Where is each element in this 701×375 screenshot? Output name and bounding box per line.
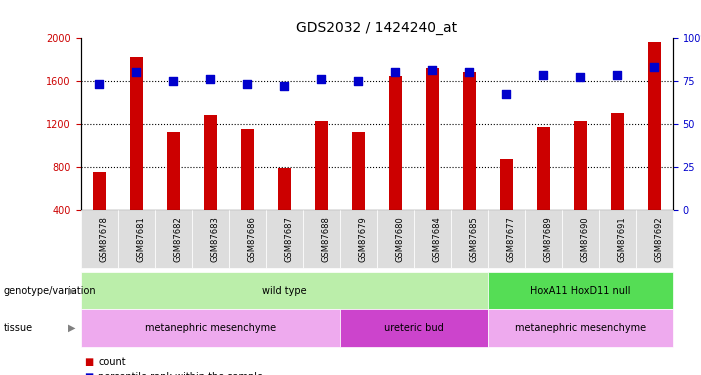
Bar <box>93 172 106 210</box>
Bar <box>426 68 439 210</box>
Text: metanephric mesenchyme: metanephric mesenchyme <box>144 323 275 333</box>
Bar <box>204 115 217 210</box>
Bar <box>611 113 624 210</box>
Bar <box>463 72 476 210</box>
Text: GSM87689: GSM87689 <box>543 216 552 262</box>
Bar <box>315 120 328 210</box>
Point <box>427 67 438 73</box>
Text: ■: ■ <box>84 372 93 375</box>
Text: GSM87684: GSM87684 <box>433 216 442 262</box>
Point <box>501 92 512 98</box>
Text: metanephric mesenchyme: metanephric mesenchyme <box>515 323 646 333</box>
Title: GDS2032 / 1424240_at: GDS2032 / 1424240_at <box>297 21 457 35</box>
Bar <box>537 127 550 210</box>
Text: GSM87678: GSM87678 <box>99 216 108 262</box>
Point <box>130 69 142 75</box>
Text: GSM87685: GSM87685 <box>470 216 478 262</box>
Text: GSM87681: GSM87681 <box>136 216 145 262</box>
Bar <box>240 129 254 210</box>
Point <box>353 78 364 84</box>
Bar <box>130 57 142 210</box>
Text: GSM87682: GSM87682 <box>173 216 182 262</box>
Point <box>612 72 623 78</box>
Text: GSM87692: GSM87692 <box>655 216 663 262</box>
Text: GSM87688: GSM87688 <box>321 216 330 262</box>
Point <box>464 69 475 75</box>
Text: GSM87686: GSM87686 <box>247 216 256 262</box>
Bar <box>648 42 661 210</box>
Bar <box>500 159 513 210</box>
Point <box>205 76 216 82</box>
Text: percentile rank within the sample: percentile rank within the sample <box>98 372 263 375</box>
Bar <box>352 132 365 210</box>
Text: GSM87680: GSM87680 <box>395 216 404 262</box>
Text: GSM87679: GSM87679 <box>358 216 367 262</box>
Point <box>575 74 586 80</box>
Point <box>168 78 179 84</box>
Text: count: count <box>98 357 125 367</box>
Bar <box>167 132 179 210</box>
Point <box>278 83 290 89</box>
Text: GSM87677: GSM87677 <box>506 216 515 262</box>
Text: GSM87683: GSM87683 <box>210 216 219 262</box>
Text: ureteric bud: ureteric bud <box>384 323 444 333</box>
Point <box>390 69 401 75</box>
Text: genotype/variation: genotype/variation <box>4 286 96 296</box>
Text: wild type: wild type <box>262 286 306 296</box>
Bar <box>574 120 587 210</box>
Bar <box>389 76 402 210</box>
Text: HoxA11 HoxD11 null: HoxA11 HoxD11 null <box>530 286 631 296</box>
Text: ■: ■ <box>84 357 93 367</box>
Point <box>315 76 327 82</box>
Text: ▶: ▶ <box>69 323 76 333</box>
Point <box>93 81 104 87</box>
Text: GSM87690: GSM87690 <box>580 216 590 262</box>
Bar <box>278 168 291 210</box>
Text: GSM87691: GSM87691 <box>618 216 627 262</box>
Text: tissue: tissue <box>4 323 33 333</box>
Point <box>649 64 660 70</box>
Point <box>242 81 253 87</box>
Point <box>538 72 549 78</box>
Text: ▶: ▶ <box>69 286 76 296</box>
Text: GSM87687: GSM87687 <box>284 216 293 262</box>
